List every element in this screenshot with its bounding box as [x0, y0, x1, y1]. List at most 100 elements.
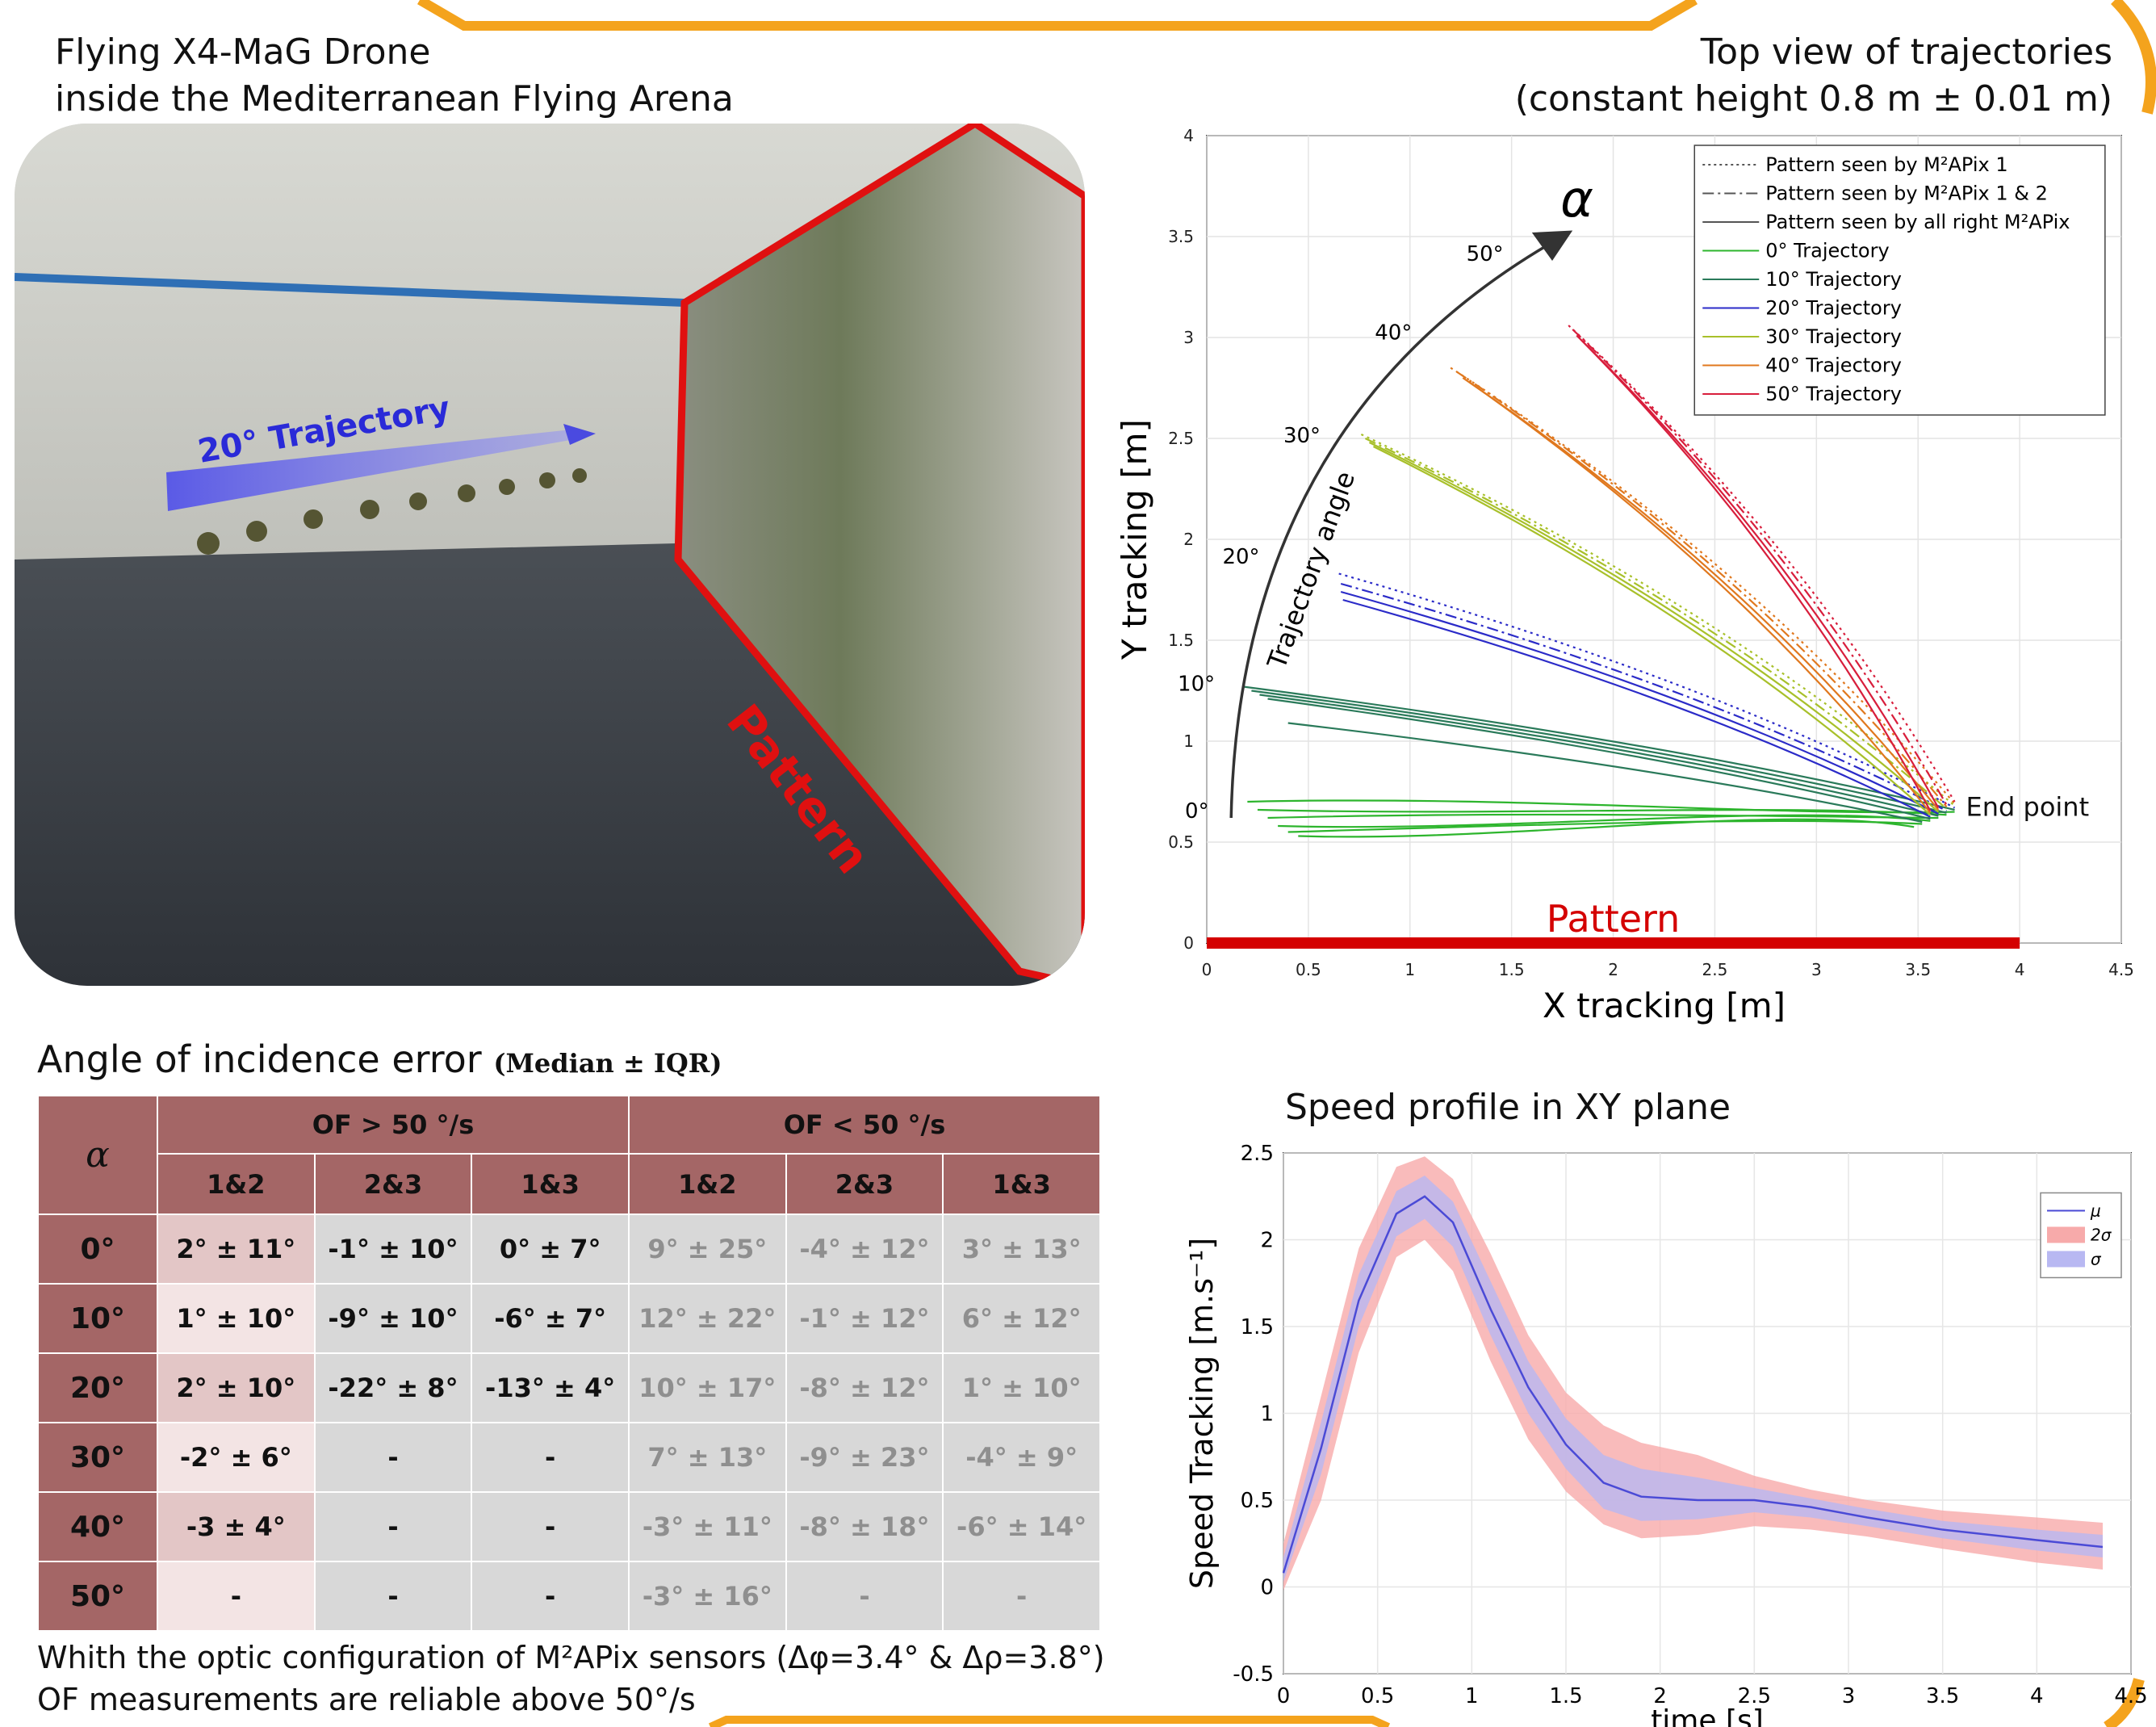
y-tick-label: 0.5	[1168, 832, 1194, 852]
arc-tick-label: 0°	[1185, 799, 1209, 824]
legend-label: 2σ	[2091, 1225, 2112, 1244]
table-cell: -9° ± 23°	[785, 1422, 944, 1493]
x-tick-label: 1.5	[1549, 1684, 1582, 1708]
trajectory-line	[1287, 819, 1923, 833]
table-cell: -8° ± 18°	[785, 1491, 944, 1562]
trajectory-line	[1360, 434, 1956, 807]
y-tick-label: 0	[1260, 1576, 1274, 1600]
row-angle: 30°	[37, 1422, 158, 1493]
legend-label: μ	[2090, 1201, 2101, 1220]
trajectory-line	[1342, 598, 1931, 818]
row-angle: 20°	[37, 1352, 158, 1423]
drone-sequence	[197, 468, 587, 555]
y-tick-label: 1.5	[1168, 631, 1194, 650]
trajectory-chart: 0 0.5 1 1.5 2 2.5 3 3.5 4 4.5 0 0.5 1 1.5 2 2.5 3 3.5 4 X t…	[1115, 126, 2134, 1025]
legend-label: 30° Trajectory	[1765, 325, 1902, 348]
y-axis-label: Speed Tracking [m.s⁻¹]	[1184, 1238, 1220, 1589]
x-tick-label: 1	[1465, 1684, 1479, 1708]
legend-label: Pattern seen by all right M²APix	[1765, 211, 2070, 233]
y-tick-label: 3.5	[1168, 227, 1194, 246]
x-tick-label: 0	[1202, 960, 1212, 979]
trajectory-line	[1580, 338, 1932, 811]
group-header-high: OF > 50 °/s	[157, 1095, 630, 1155]
legend-label: σ	[2091, 1249, 2102, 1268]
x-tick-label: 3.5	[1905, 960, 1931, 979]
row-angle: 10°	[37, 1283, 158, 1354]
x-tick-label: 3	[1811, 960, 1822, 979]
trajectory-line	[1251, 690, 1947, 814]
table-cell: 1° ± 10°	[157, 1283, 316, 1354]
x-tick-label: 3.5	[1926, 1684, 1959, 1708]
x-axis-label: X tracking [m]	[1543, 986, 1786, 1025]
trajectory-line	[1340, 582, 1947, 812]
table-cell: 1° ± 10°	[942, 1352, 1101, 1423]
trajectory-line	[1372, 446, 1932, 816]
trajectory-line	[1364, 438, 1948, 810]
table-cell: -1° ± 12°	[785, 1283, 944, 1354]
top-frame-tab	[417, 0, 1698, 31]
sigma-band	[1283, 1175, 2103, 1582]
pattern-panel	[678, 124, 1085, 986]
table-cell: -6° ± 7°	[471, 1283, 630, 1354]
table-cell: -	[942, 1561, 1101, 1632]
trajectory-angle-arrowhead	[1531, 230, 1573, 261]
trajectory-line	[1259, 694, 1939, 817]
blue-net-rope	[15, 273, 685, 307]
trajectory-line	[1298, 818, 1915, 838]
column-header: 2&3	[313, 1153, 473, 1215]
trajectory-title-line2: (constant height 0.8 m ± 0.01 m)	[1514, 78, 2112, 119]
table-cell: 9° ± 25°	[627, 1214, 787, 1285]
table-title-text: Angle of incidence error	[37, 1037, 482, 1081]
x-tick-label: 4.5	[2114, 1684, 2147, 1708]
photo-title-line2: inside the Mediterranean Flying Arena	[55, 78, 734, 119]
arc-tick-label: 30°	[1283, 424, 1321, 448]
column-header: 1&2	[627, 1153, 787, 1215]
right-frame-corner	[2111, 0, 2156, 115]
table-row: 10° 1° ± 10° -9° ± 10° -6° ± 7° 12° ± 22…	[37, 1283, 1101, 1354]
table-cell: -	[157, 1561, 316, 1632]
table-cell: -	[471, 1422, 630, 1493]
y-tick-label: 2	[1183, 530, 1194, 549]
legend-label: Pattern seen by M²APix 1 & 2	[1765, 182, 2048, 205]
right-frame-corner-bottom	[2104, 1678, 2145, 1727]
x-tick-label: 4	[2030, 1684, 2044, 1708]
trajectory-line	[1572, 329, 1948, 806]
table-row: 30° -2° ± 6° - - 7° ± 13° -9° ± 23° -4° …	[37, 1422, 1101, 1493]
table-note: Whith the optic configuration of M²APix …	[37, 1637, 1105, 1721]
arc-tick-label: 40°	[1375, 321, 1412, 346]
pattern-label: Pattern	[1547, 897, 1681, 941]
row-angle: 40°	[37, 1491, 158, 1562]
column-header: 2&3	[785, 1153, 944, 1215]
row-angle: 50°	[37, 1561, 158, 1632]
y-tick-label: 0	[1183, 933, 1194, 953]
table-cell: 10° ± 17°	[627, 1352, 787, 1423]
legend-label: Pattern seen by M²APix 1	[1765, 153, 2007, 176]
table-cell: -8° ± 12°	[785, 1352, 944, 1423]
trajectory-line	[1287, 722, 1923, 824]
table-cell: -4° ± 12°	[785, 1214, 944, 1285]
trajectory-arrowhead	[563, 424, 596, 445]
trajectory-line	[1278, 814, 1931, 828]
table-cell: -	[471, 1561, 630, 1632]
table-cell: -6° ± 14°	[942, 1491, 1101, 1562]
trajectory-line	[1576, 334, 1940, 809]
trajectory-arrow	[166, 429, 580, 511]
table-row: 20° 2° ± 10° -22° ± 8° -13° ± 4° 10° ± 1…	[37, 1352, 1101, 1423]
speed-chart: 0 0.5 1 1.5 2 2.5 3 3.5 4 4.5-0.500.511.522.5time…	[1184, 1142, 2148, 1727]
table-cell: 3° ± 13°	[942, 1214, 1101, 1285]
legend-swatch	[2047, 1251, 2085, 1268]
y-tick-label: 0.5	[1241, 1489, 1274, 1513]
x-tick-label: 1.5	[1499, 960, 1525, 979]
x-tick-label: 2	[1653, 1684, 1667, 1708]
legend-label: 20° Trajectory	[1765, 297, 1902, 320]
table-cell: -3° ± 11°	[627, 1491, 787, 1562]
arc-tick-label: 20°	[1222, 545, 1259, 569]
table-cell: -13° ± 4°	[471, 1352, 630, 1423]
mean-speed-line	[1282, 1195, 2104, 1574]
arc-tick-label: 10°	[1178, 673, 1215, 697]
table-cell: 12° ± 22°	[627, 1283, 787, 1354]
alpha-symbol: α	[1560, 170, 1593, 228]
y-tick-label: 1.5	[1241, 1315, 1274, 1339]
x-tick-label: 1	[1405, 960, 1415, 979]
table-title: Angle of incidence error (Median ± IQR)	[37, 1035, 722, 1088]
